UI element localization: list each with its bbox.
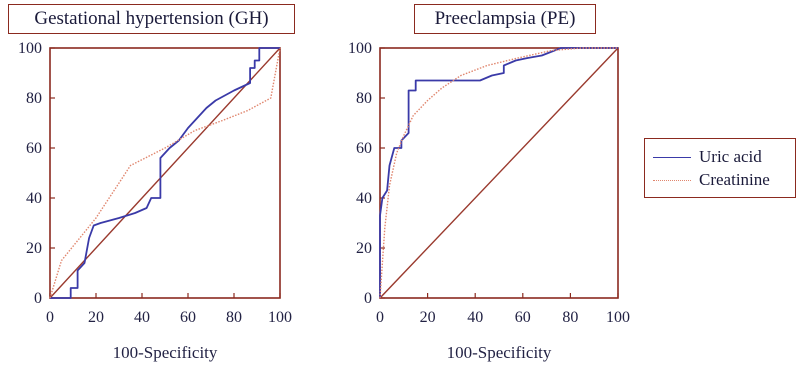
legend-label-uric-acid: Uric acid xyxy=(699,147,762,166)
series-line-creatinine xyxy=(49,47,281,299)
x-tick-label: 20 xyxy=(420,309,436,326)
x-tick-label: 80 xyxy=(226,309,242,326)
legend-item-uric-acid: Uric acid xyxy=(653,146,762,168)
x-tick-label: 80 xyxy=(562,309,578,326)
series-line-uric-acid xyxy=(379,47,618,298)
y-tick-label: 100 xyxy=(348,40,372,57)
x-tick-label: 40 xyxy=(467,309,483,326)
legend-label-creatinine: Creatinine xyxy=(699,170,770,189)
x-tick-label: 0 xyxy=(46,309,54,326)
x-tick-label: 0 xyxy=(376,309,384,326)
chart-title-gh-text: Gestational hypertension (GH) xyxy=(34,8,269,29)
legend-item-creatinine: Creatinine xyxy=(653,169,770,191)
x-axis-title: 100-Specificity xyxy=(447,343,552,362)
x-tick-label: 60 xyxy=(515,309,531,326)
y-tick-label: 0 xyxy=(34,290,42,307)
plot-panel-1: 0 20 40 60 80 100 0 20 40 60 80 100 100-Specificity xyxy=(348,40,630,362)
series-line-creatinine xyxy=(379,47,618,299)
reference-line xyxy=(49,47,281,299)
y-tick-label: 40 xyxy=(356,190,372,207)
y-tick-label: 40 xyxy=(26,190,42,207)
x-tick-label: 60 xyxy=(180,309,196,326)
series-line-uric-acid xyxy=(50,47,280,299)
chart-title-gh: Gestational hypertension (GH) xyxy=(8,4,295,34)
legend: Uric acid Creatinine xyxy=(644,138,796,198)
y-tick-label: 60 xyxy=(356,140,372,157)
plot-frame xyxy=(379,47,619,299)
plot-frame xyxy=(49,47,281,299)
reference-line xyxy=(379,47,619,299)
plot-panel-0: 0 20 40 60 80 100 0 20 40 60 80 100 100-Specificity xyxy=(18,40,292,362)
chart-title-pe-text: Preeclampsia (PE) xyxy=(434,8,576,29)
x-tick-label: 100 xyxy=(606,309,630,326)
x-tick-label: 40 xyxy=(134,309,150,326)
y-tick-label: 0 xyxy=(364,290,372,307)
legend-swatch-creatinine xyxy=(653,179,691,181)
legend-swatch-uric-acid xyxy=(653,156,691,158)
y-tick-label: 20 xyxy=(26,240,42,257)
chart-title-pe: Preeclampsia (PE) xyxy=(414,4,596,34)
x-axis-title: 100-Specificity xyxy=(113,343,218,362)
y-tick-label: 20 xyxy=(356,240,372,257)
y-tick-label: 100 xyxy=(18,40,42,57)
y-tick-label: 80 xyxy=(26,90,42,107)
x-tick-label: 20 xyxy=(88,309,104,326)
x-tick-label: 100 xyxy=(268,309,292,326)
y-tick-label: 80 xyxy=(356,90,372,107)
y-tick-label: 60 xyxy=(26,140,42,157)
